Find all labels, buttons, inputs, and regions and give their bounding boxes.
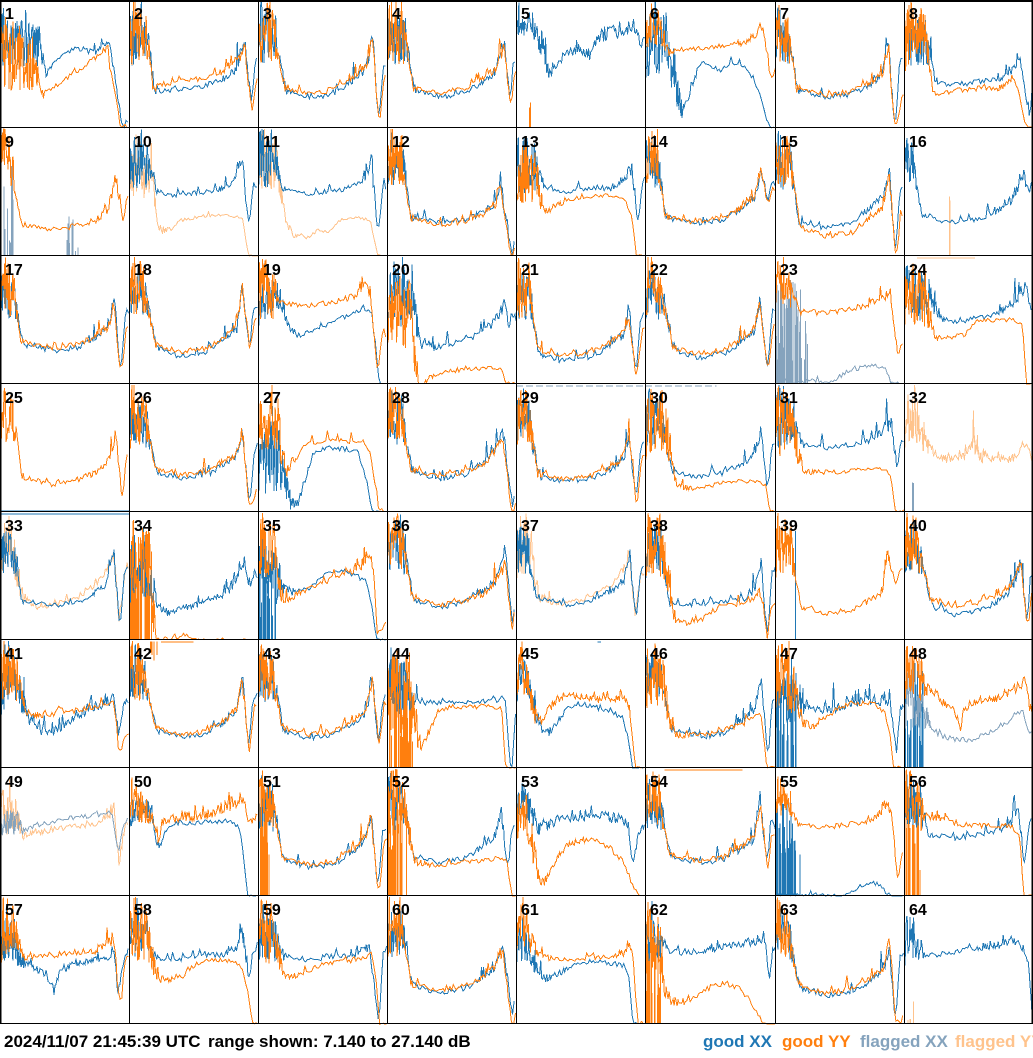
- svg-text:14: 14: [650, 134, 668, 151]
- svg-text:7: 7: [780, 6, 789, 23]
- svg-text:2024/11/07 21:45:39 UTC: 2024/11/07 21:45:39 UTC: [4, 1032, 201, 1051]
- svg-text:43: 43: [263, 646, 281, 663]
- svg-text:40: 40: [909, 518, 927, 535]
- svg-text:21: 21: [521, 262, 539, 279]
- svg-text:10: 10: [134, 134, 152, 151]
- svg-text:53: 53: [521, 774, 539, 791]
- svg-text:56: 56: [909, 774, 927, 791]
- svg-text:15: 15: [780, 134, 798, 151]
- svg-text:17: 17: [5, 262, 23, 279]
- svg-text:2: 2: [134, 6, 143, 23]
- svg-text:45: 45: [521, 646, 539, 663]
- svg-text:6: 6: [650, 6, 659, 23]
- svg-text:38: 38: [650, 518, 668, 535]
- svg-text:4: 4: [392, 6, 401, 23]
- svg-text:41: 41: [5, 646, 23, 663]
- svg-text:49: 49: [5, 774, 23, 791]
- svg-text:54: 54: [650, 774, 668, 791]
- svg-text:35: 35: [263, 518, 281, 535]
- svg-text:60: 60: [392, 902, 410, 919]
- svg-text:64: 64: [909, 902, 927, 919]
- svg-text:57: 57: [5, 902, 23, 919]
- svg-text:12: 12: [392, 134, 410, 151]
- svg-text:63: 63: [780, 902, 798, 919]
- svg-text:37: 37: [521, 518, 539, 535]
- svg-text:51: 51: [263, 774, 281, 791]
- svg-text:32: 32: [909, 390, 927, 407]
- svg-text:31: 31: [780, 390, 798, 407]
- svg-text:flagged YY: flagged YY: [955, 1032, 1033, 1051]
- svg-text:27: 27: [263, 390, 281, 407]
- svg-text:good XX: good XX: [703, 1032, 773, 1051]
- svg-text:30: 30: [650, 390, 668, 407]
- svg-text:range shown: 7.140 to 27.140 d: range shown: 7.140 to 27.140 dB: [208, 1032, 471, 1051]
- svg-text:47: 47: [780, 646, 798, 663]
- svg-text:18: 18: [134, 262, 152, 279]
- svg-text:44: 44: [392, 646, 410, 663]
- svg-text:22: 22: [650, 262, 668, 279]
- svg-text:28: 28: [392, 390, 410, 407]
- svg-text:61: 61: [521, 902, 539, 919]
- svg-text:9: 9: [5, 134, 14, 151]
- svg-text:48: 48: [909, 646, 927, 663]
- svg-text:33: 33: [5, 518, 23, 535]
- svg-text:23: 23: [780, 262, 798, 279]
- svg-text:62: 62: [650, 902, 668, 919]
- svg-text:13: 13: [521, 134, 539, 151]
- svg-text:16: 16: [909, 134, 927, 151]
- svg-text:39: 39: [780, 518, 798, 535]
- svg-text:5: 5: [521, 6, 530, 23]
- svg-text:36: 36: [392, 518, 410, 535]
- svg-text:55: 55: [780, 774, 798, 791]
- svg-text:19: 19: [263, 262, 281, 279]
- svg-text:50: 50: [134, 774, 152, 791]
- svg-text:59: 59: [263, 902, 281, 919]
- svg-text:25: 25: [5, 390, 23, 407]
- svg-text:good YY: good YY: [782, 1032, 851, 1051]
- svg-text:29: 29: [521, 390, 539, 407]
- svg-text:46: 46: [650, 646, 668, 663]
- svg-text:11: 11: [263, 134, 280, 151]
- svg-text:3: 3: [263, 6, 272, 23]
- svg-text:20: 20: [392, 262, 410, 279]
- svg-text:24: 24: [909, 262, 927, 279]
- svg-text:flagged XX: flagged XX: [860, 1032, 949, 1051]
- svg-text:52: 52: [392, 774, 410, 791]
- svg-text:34: 34: [134, 518, 152, 535]
- svg-text:1: 1: [5, 6, 14, 23]
- svg-text:26: 26: [134, 390, 152, 407]
- svg-text:8: 8: [909, 6, 918, 23]
- svg-text:42: 42: [134, 646, 152, 663]
- svg-text:58: 58: [134, 902, 152, 919]
